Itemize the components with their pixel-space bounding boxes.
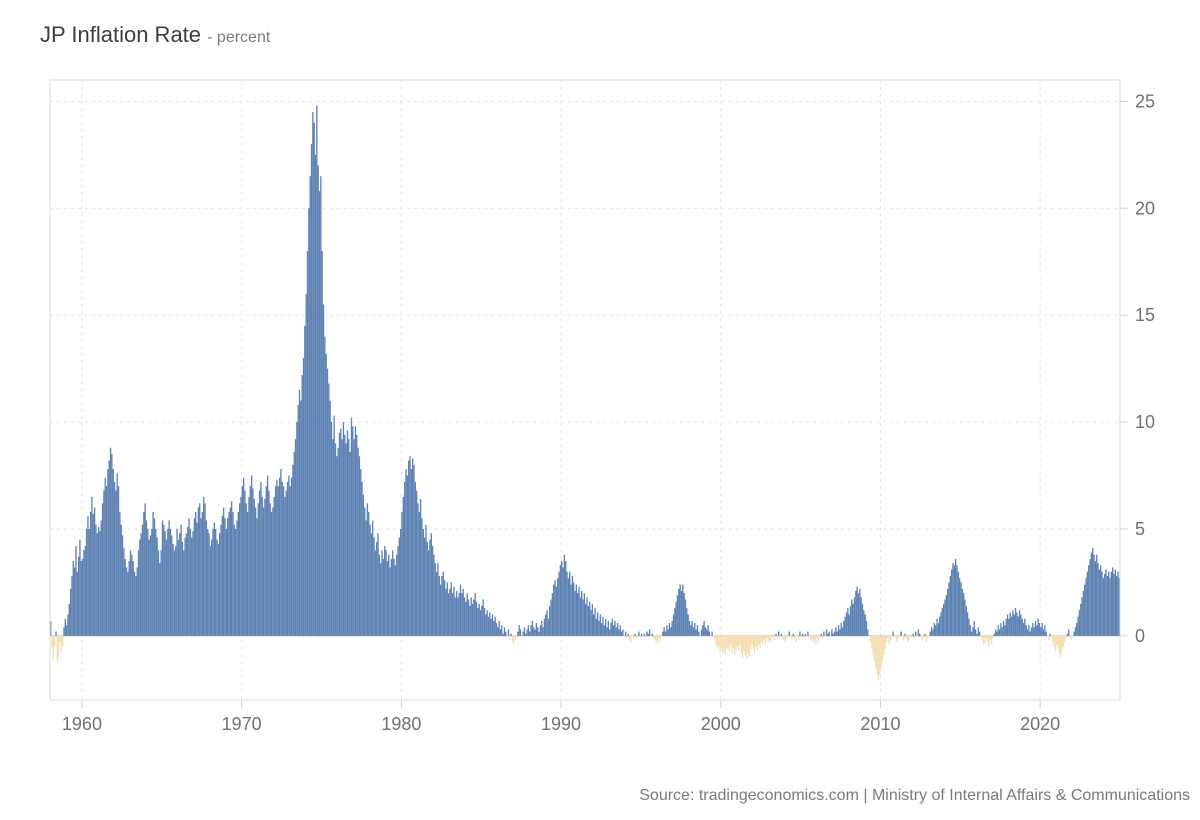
title-main: JP Inflation Rate bbox=[40, 22, 201, 47]
chart-title: JP Inflation Rate - percent bbox=[40, 22, 270, 48]
svg-text:2020: 2020 bbox=[1020, 714, 1060, 734]
inflation-chart: 1960 1970 1980 1990 2000 2010 2020 0 5 10 15 20 25 bbox=[40, 70, 1160, 750]
svg-text:1970: 1970 bbox=[222, 714, 262, 734]
svg-text:10: 10 bbox=[1135, 412, 1155, 432]
svg-text:1990: 1990 bbox=[541, 714, 581, 734]
svg-text:20: 20 bbox=[1135, 198, 1155, 218]
svg-text:1960: 1960 bbox=[62, 714, 102, 734]
title-unit: - percent bbox=[207, 29, 270, 46]
svg-text:2010: 2010 bbox=[860, 714, 900, 734]
svg-text:2000: 2000 bbox=[701, 714, 741, 734]
svg-text:25: 25 bbox=[1135, 91, 1155, 111]
svg-text:1980: 1980 bbox=[381, 714, 421, 734]
svg-text:0: 0 bbox=[1135, 626, 1145, 646]
svg-text:15: 15 bbox=[1135, 305, 1155, 325]
source-attribution: Source: tradingeconomics.com | Ministry … bbox=[639, 787, 1190, 805]
svg-text:5: 5 bbox=[1135, 519, 1145, 539]
